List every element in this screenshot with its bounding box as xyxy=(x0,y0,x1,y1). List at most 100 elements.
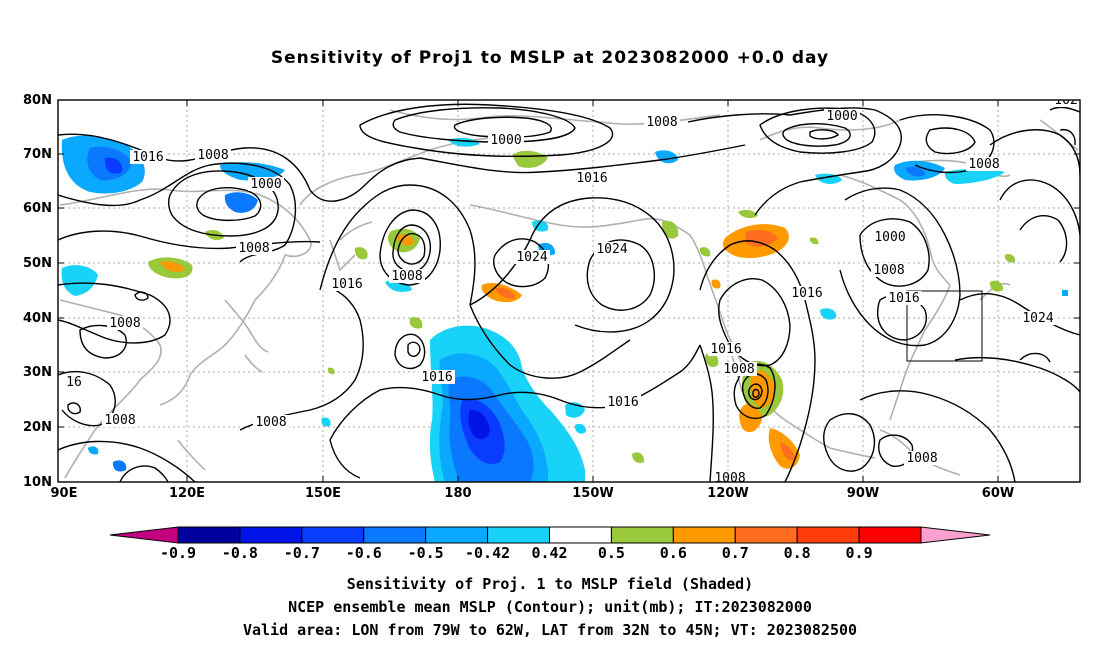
contour-label-bg xyxy=(886,291,922,305)
contour-label: 1000 xyxy=(874,230,905,245)
colorbar-below-triangle xyxy=(109,526,179,544)
plot-frame xyxy=(57,99,1081,483)
contour-label: 102 xyxy=(1054,93,1077,108)
caption-shaded: Sensitivity of Proj. 1 to MSLP field (Sh… xyxy=(346,575,754,593)
contour-label: 1016 xyxy=(888,291,919,306)
contour-label-bg xyxy=(488,133,524,147)
contour-label: 1008 xyxy=(968,157,999,172)
contour-label-bg xyxy=(789,286,825,300)
contour-label: 1008 xyxy=(109,316,140,331)
contour-label: 1008 xyxy=(723,362,754,377)
contour-label-bg xyxy=(64,375,84,389)
colorbar xyxy=(109,526,991,544)
lat-label: 60N xyxy=(23,201,52,216)
colorbar-tick-label: -0.42 xyxy=(465,544,510,562)
contour-label: 1000 xyxy=(250,177,281,192)
colorbar-bin xyxy=(858,526,922,544)
colorbar-bin xyxy=(425,526,489,544)
lon-label: 180 xyxy=(444,486,471,501)
contour-label-bg xyxy=(130,150,166,164)
contour-label: 16 xyxy=(66,375,82,390)
contour-label-bg xyxy=(102,413,138,427)
contour-label: 1024 xyxy=(596,242,627,257)
contour-label-bg xyxy=(872,230,908,244)
colorbar-above-triangle xyxy=(920,526,991,544)
lon-label: 120E xyxy=(169,486,205,501)
lon-label: 90E xyxy=(51,486,78,501)
colorbar-tick-label: 0.5 xyxy=(598,544,625,562)
contour-label-bg xyxy=(329,277,365,291)
colorbar-bin xyxy=(796,526,860,544)
lat-label: 20N xyxy=(23,420,52,435)
colorbar-tick-label: 0.42 xyxy=(531,544,567,562)
colorbar-bin xyxy=(610,526,674,544)
contour-label-bg xyxy=(248,177,284,191)
colorbar-bin xyxy=(363,526,427,544)
colorbar-tick-label: -0.6 xyxy=(346,544,382,562)
caption-valid-area: Valid area: LON from 79W to 62W, LAT fro… xyxy=(242,621,858,639)
contour-label-bg xyxy=(721,362,757,376)
contour-label-bg xyxy=(514,250,550,264)
contour-label-bg xyxy=(1052,100,1080,107)
contour-label: 1000 xyxy=(490,133,521,148)
colorbar-tick-label: -0.7 xyxy=(284,544,320,562)
lon-label: 150E xyxy=(305,486,341,501)
contour-label-bg xyxy=(574,171,610,185)
colorbar-bin xyxy=(672,526,736,544)
contour-label-bg xyxy=(253,415,289,429)
contour-label-bg xyxy=(594,242,630,256)
colorbar-bin xyxy=(734,526,798,544)
contour-label: 1024 xyxy=(516,250,547,265)
colorbar-tick-label: -0.8 xyxy=(222,544,258,562)
lat-label: 10N xyxy=(23,475,52,490)
lat-label: 40N xyxy=(23,311,52,326)
colorbar-tick-label: -0.9 xyxy=(160,544,196,562)
colorbar-bin xyxy=(239,526,303,544)
colorbar-bin xyxy=(301,526,365,544)
lon-label: 60W xyxy=(982,486,1014,501)
lon-label: 90W xyxy=(847,486,879,501)
contour-label-bg xyxy=(195,148,231,162)
contour-label: 1008 xyxy=(391,269,422,284)
contour-label: 1000 xyxy=(826,109,857,124)
lat-label: 70N xyxy=(23,147,52,162)
caption-contour: NCEP ensemble mean MSLP (Contour); unit(… xyxy=(288,598,812,616)
map-title: Sensitivity of Proj1 to MSLP at 20230820… xyxy=(270,48,830,68)
contour-label: 1008 xyxy=(646,115,677,130)
valid-area-box xyxy=(906,290,983,362)
colorbar-tick-label: 0.9 xyxy=(846,544,873,562)
contour-label: 1008 xyxy=(104,413,135,428)
colorbar-tick-label: 0.7 xyxy=(722,544,749,562)
lat-label: 50N xyxy=(23,256,52,271)
contour-label: 1008 xyxy=(255,415,286,430)
contour-label: 1016 xyxy=(710,342,741,357)
colorbar-bin xyxy=(549,526,612,544)
lon-label: 120W xyxy=(707,486,748,501)
contour-label-bg xyxy=(419,370,455,384)
contour-label-bg xyxy=(871,263,907,277)
tick-marks xyxy=(58,99,1080,482)
contour-label: 1016 xyxy=(607,395,638,410)
captions: Sensitivity of Proj. 1 to MSLP field (Sh… xyxy=(0,573,1100,642)
contour-label-bg xyxy=(236,241,272,255)
colorbar-bin xyxy=(487,526,551,544)
contour-label-bg xyxy=(1020,311,1056,325)
contour-label: 1008 xyxy=(906,451,937,466)
colorbar-bin xyxy=(177,526,241,544)
contour-label-bg xyxy=(644,115,680,129)
contour-label-bg xyxy=(605,395,641,409)
contour-label: 1008 xyxy=(238,241,269,256)
contour-label-bg xyxy=(107,316,143,330)
negative-sensitivity-shading xyxy=(61,135,1068,482)
contour-label: 1016 xyxy=(132,150,163,165)
colorbar-tick-label: -0.5 xyxy=(408,544,444,562)
contour-label: 1008 xyxy=(873,263,904,278)
contour-label-bg xyxy=(904,451,940,465)
mslp-contours xyxy=(58,103,1080,482)
contour-label-bg xyxy=(966,157,1002,171)
contour-label-bg xyxy=(389,269,425,283)
lat-label: 30N xyxy=(23,365,52,380)
contour-label-bg xyxy=(712,471,748,482)
contour-label: 1008 xyxy=(197,148,228,163)
